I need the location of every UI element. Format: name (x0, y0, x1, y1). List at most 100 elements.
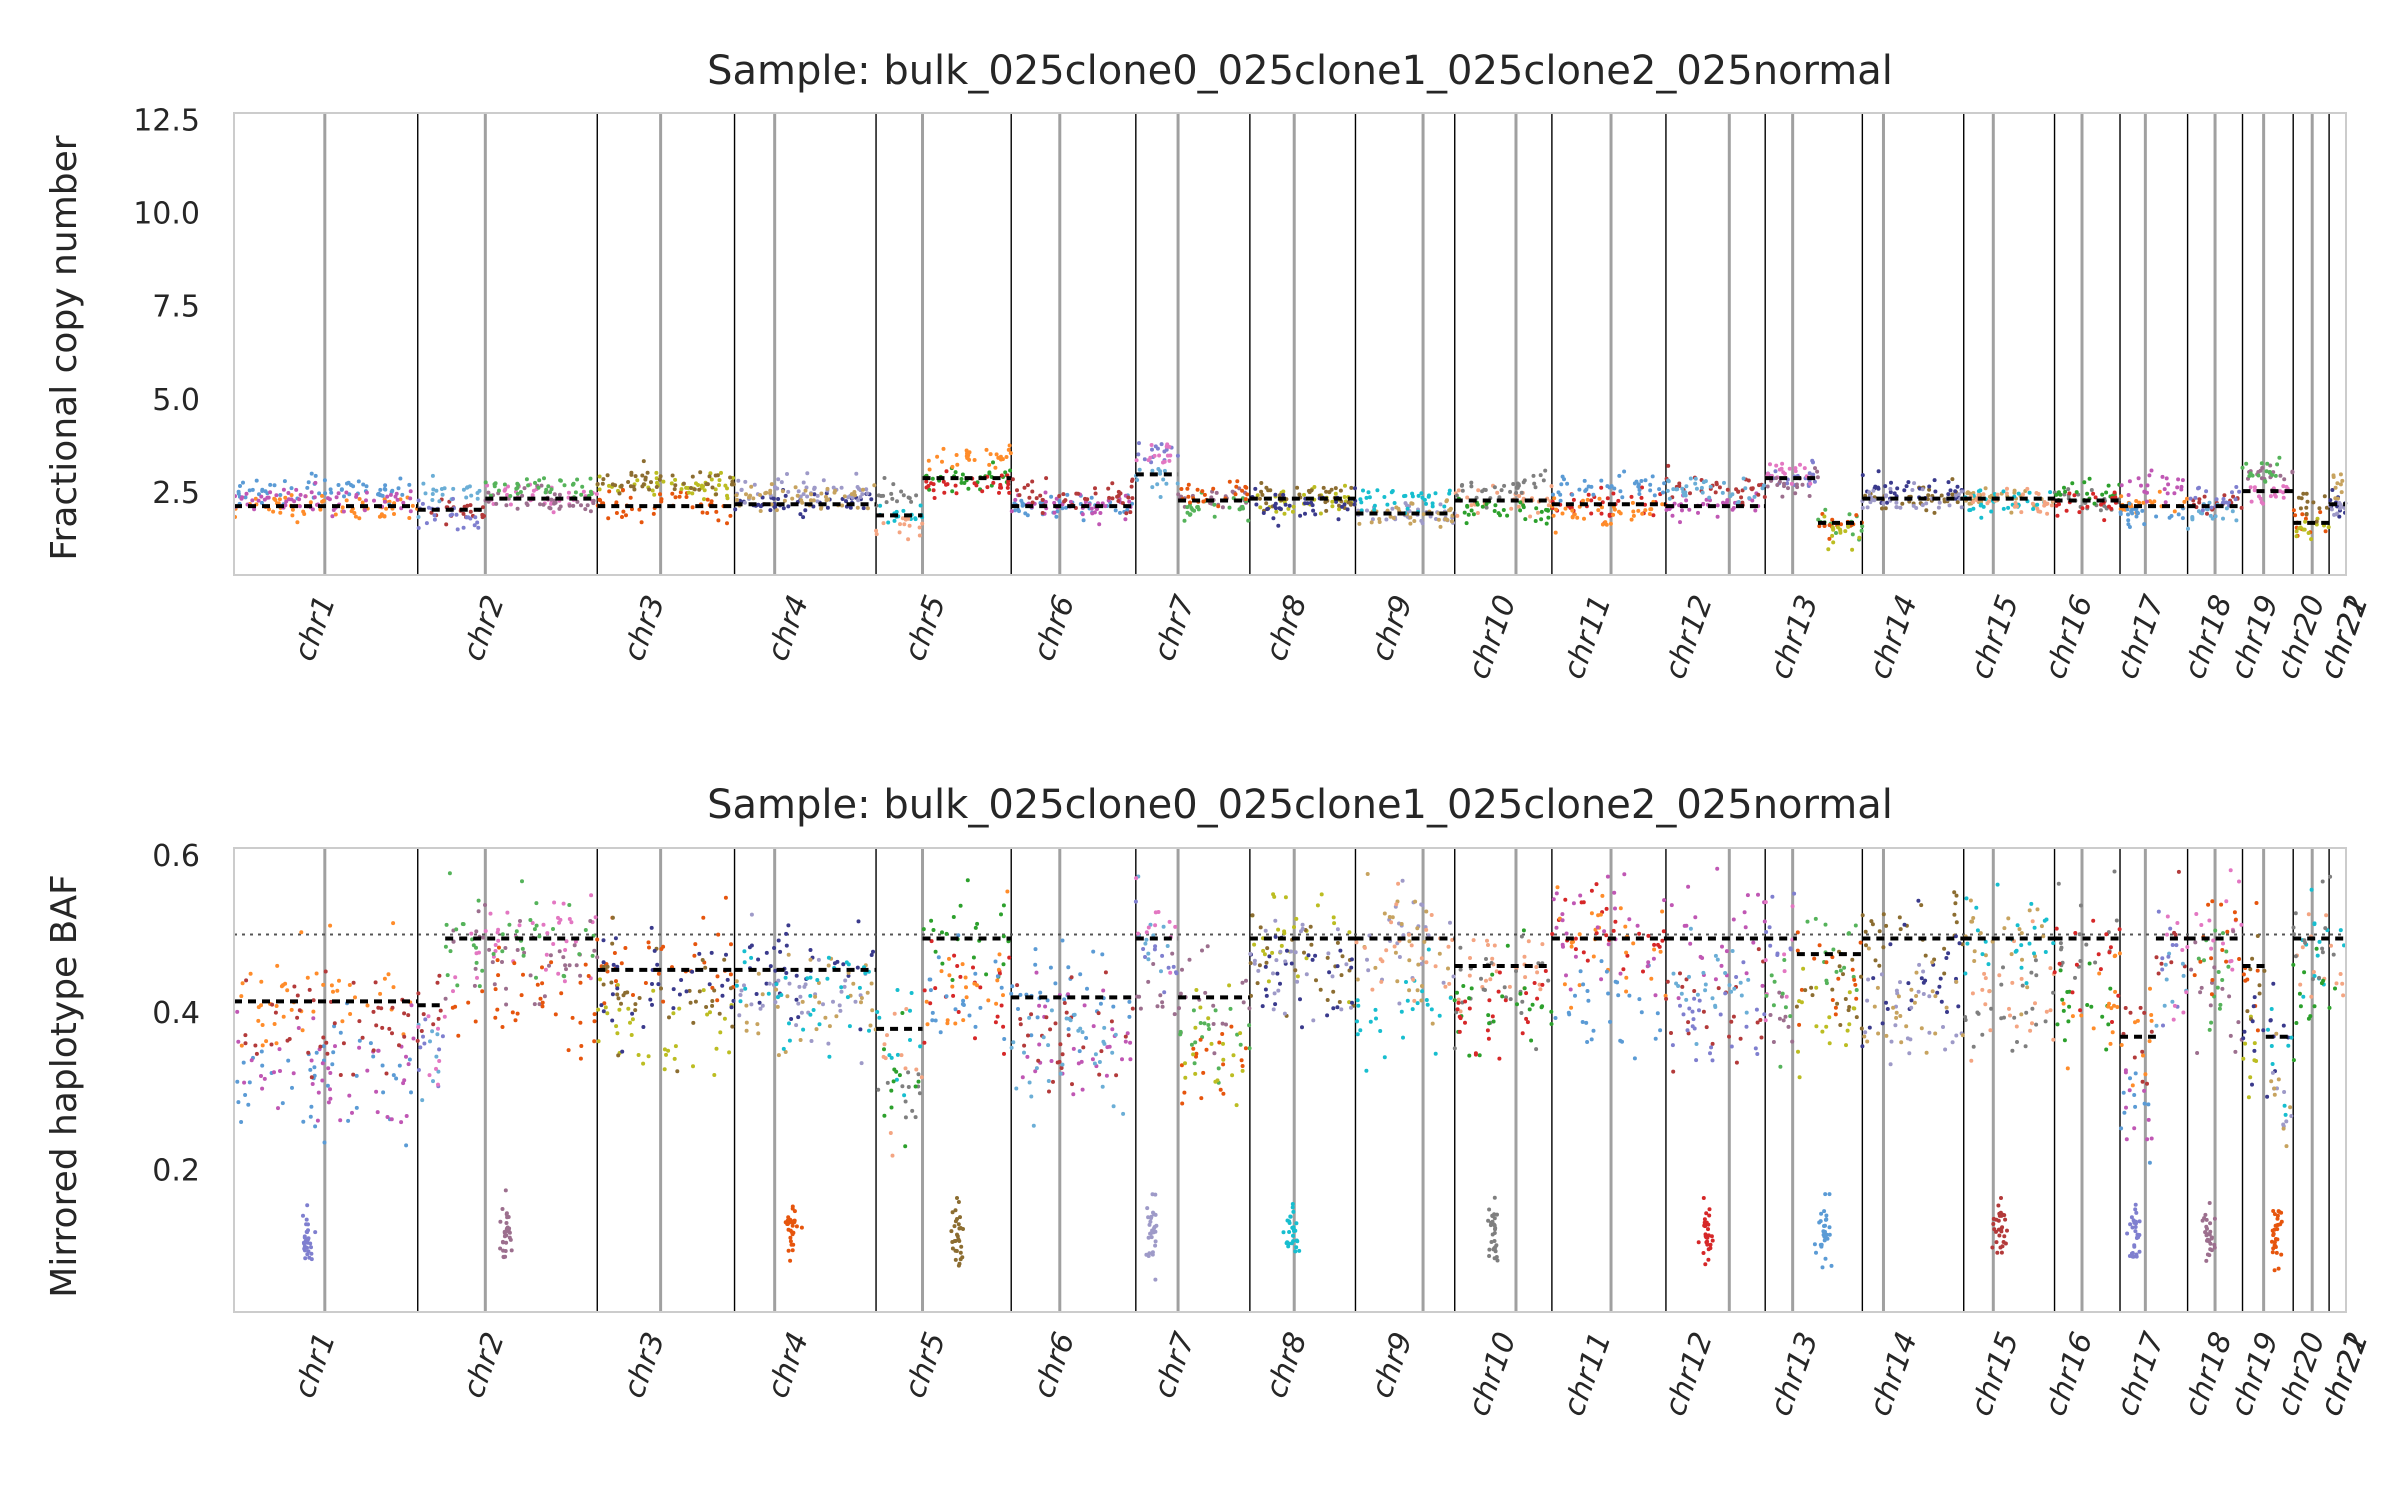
data-point (2136, 511, 2140, 515)
data-point (1117, 494, 1121, 498)
data-point (2126, 513, 2130, 517)
data-point (1609, 522, 1613, 526)
data-point (559, 479, 563, 483)
data-point (875, 1010, 879, 1014)
data-point (714, 492, 718, 496)
data-point (1534, 519, 1538, 523)
data-point (2025, 981, 2029, 985)
data-point (1073, 1013, 1077, 1017)
data-point (1382, 495, 1386, 499)
data-point (2014, 950, 2018, 954)
data-point (1952, 890, 1956, 894)
data-point (387, 1027, 391, 1031)
data-point (2189, 497, 2193, 501)
data-point (1990, 1246, 1994, 1250)
data-point (1813, 1242, 1817, 1246)
data-point (1783, 472, 1787, 476)
data-point (1285, 1240, 1289, 1244)
data-point (1456, 1007, 1460, 1011)
data-point (1843, 529, 1847, 533)
data-point (1960, 505, 1964, 509)
data-point (327, 1100, 331, 1104)
data-point (299, 493, 303, 497)
data-point (341, 505, 345, 509)
data-point (1745, 1011, 1749, 1015)
data-point (2286, 1044, 2290, 1048)
data-point (1860, 529, 1864, 533)
data-point (710, 999, 714, 1003)
data-point (1368, 495, 1372, 499)
data-point (1868, 500, 1872, 504)
data-point (372, 499, 376, 503)
data-point (1640, 1010, 1644, 1014)
data-point (1036, 1015, 1040, 1019)
data-point (1035, 1066, 1039, 1070)
data-point (1689, 927, 1693, 931)
data-point (640, 520, 644, 524)
data-point (1612, 891, 1616, 895)
data-point (929, 988, 933, 992)
data-point (642, 459, 646, 463)
data-point (996, 974, 1000, 978)
data-point (496, 958, 500, 962)
data-point (2271, 1071, 2275, 1075)
data-point (769, 964, 773, 968)
data-point (1698, 999, 1702, 1003)
data-point (1874, 958, 1878, 962)
data-point (2265, 462, 2269, 466)
data-point (2113, 990, 2117, 994)
data-point (1431, 504, 1435, 508)
data-point (1293, 1249, 1297, 1253)
data-point (473, 523, 477, 527)
data-point (2306, 500, 2310, 504)
data-point (2233, 910, 2237, 914)
data-point (2104, 1048, 2108, 1052)
data-point (1995, 1240, 1999, 1244)
data-point (251, 488, 255, 492)
data-point (994, 1020, 998, 1024)
data-point (768, 982, 772, 986)
data-point (2100, 1015, 2104, 1019)
data-point (1430, 1007, 1434, 1011)
data-point (1159, 969, 1163, 973)
data-point (260, 1050, 264, 1054)
data-point (1179, 992, 1183, 996)
data-point (1493, 1239, 1497, 1243)
data-point (1853, 983, 1857, 987)
data-point (2269, 494, 2273, 498)
data-point (1671, 1070, 1675, 1074)
data-point (866, 991, 870, 995)
y-tick-label: 7.5 (152, 290, 200, 325)
x-tick-label: chr6 (1026, 591, 1082, 666)
data-point (345, 498, 349, 502)
data-point (1836, 525, 1840, 529)
data-point (1379, 980, 1383, 984)
data-point (1848, 512, 1852, 516)
data-point (1637, 997, 1641, 1001)
data-point (354, 515, 358, 519)
data-point (2260, 466, 2264, 470)
data-point (611, 992, 615, 996)
data-point (835, 960, 839, 964)
data-point (602, 983, 606, 987)
data-point (434, 489, 438, 493)
data-point (785, 944, 789, 948)
data-point (1153, 454, 1157, 458)
data-point (1662, 481, 1666, 485)
data-point (743, 480, 747, 484)
data-point (1191, 1052, 1195, 1056)
data-point (1080, 1060, 1084, 1064)
data-point (1861, 913, 1865, 917)
data-point (1051, 1080, 1055, 1084)
data-point (1814, 986, 1818, 990)
data-point (1770, 973, 1774, 977)
data-point (1867, 947, 1871, 951)
data-point (1546, 516, 1550, 520)
data-point (1303, 512, 1307, 516)
data-point (2335, 981, 2339, 985)
data-point (1582, 900, 1586, 904)
data-point (351, 1073, 355, 1077)
data-point (1091, 1057, 1095, 1061)
data-point (1666, 489, 1670, 493)
data-point (903, 1144, 907, 1148)
